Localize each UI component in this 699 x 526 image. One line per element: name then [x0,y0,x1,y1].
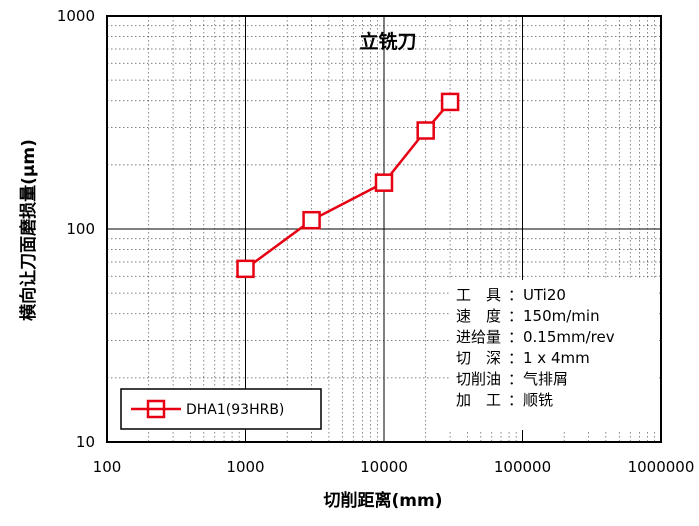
plot-frame [106,15,662,443]
y-tick-label: 1000 [57,7,95,25]
legend-label: DHA1(93HRB) [186,402,284,418]
condition-value: ：气排屑 [508,370,568,388]
condition-value: ：150m/min [508,307,600,325]
data-point [440,92,460,112]
conditions: 工 具 ：UTi20 速 度 ：150m/min 进给量 ：0.15mm/rev 切 深 ：1… [456,286,615,409]
x-tick-label: 1000000 [628,458,695,476]
condition-key: 速 度 [456,307,501,325]
condition-key: 加 工 [456,391,501,409]
x-tick-labels: 100 1000 10000 100000 1000000 [93,458,695,476]
series-layer [236,92,460,279]
x-tick-label: 100 [93,458,122,476]
x-tick-label: 10000 [360,458,408,476]
data-point [374,173,394,192]
data-point [302,210,321,230]
chart-title: 立铣刀 [359,30,416,53]
condition-value: ：1 x 4mm [508,349,590,367]
y-tick-labels: 10 100 1000 [57,7,95,451]
legend: DHA1(93HRB) [120,388,322,430]
condition-key: 切削油 [456,370,501,388]
legend-marker [146,399,166,419]
y-tick-label: 100 [66,220,95,238]
condition-key: 进给量 [456,328,501,346]
x-axis-label: 切削距离(mm) [324,490,443,511]
condition-value: ：顺铣 [508,391,553,409]
condition-value: ：UTi20 [508,286,566,304]
x-tick-label: 1000 [226,458,264,476]
data-point [416,121,435,140]
y-tick-label: 10 [76,433,95,451]
condition-value: ：0.15mm/rev [508,328,615,346]
y-axis-label: 横向让刀面磨损量(μm) [18,139,39,321]
data-point [236,259,255,279]
x-tick-label: 100000 [494,458,551,476]
conditions-box [449,280,659,430]
condition-key: 工 具 [456,286,501,304]
condition-key: 切 深 [456,349,501,367]
